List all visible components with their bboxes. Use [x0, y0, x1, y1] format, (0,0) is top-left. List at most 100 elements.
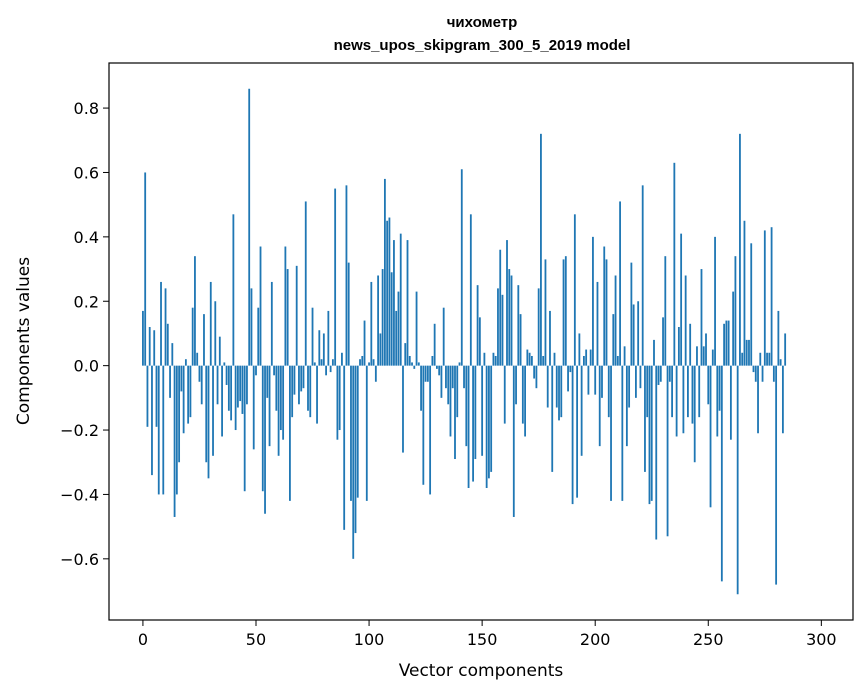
bar-162: [508, 269, 511, 366]
bar-210: [616, 355, 619, 366]
bar-15: [175, 365, 178, 495]
bar-102: [372, 359, 375, 366]
bar-7: [157, 365, 160, 495]
bar-258: [725, 320, 728, 366]
bar-6: [155, 365, 158, 427]
bar-58: [273, 365, 275, 376]
bar-163: [510, 275, 513, 366]
bar-235: [673, 162, 676, 366]
bar-190: [571, 365, 574, 505]
bar-266: [743, 220, 746, 366]
bar-20: [187, 365, 190, 424]
bar-262: [734, 256, 737, 366]
bar-145: [469, 214, 472, 366]
y-tick-label: 0.6: [74, 163, 99, 182]
y-axis-label: Components values: [14, 257, 34, 425]
bar-193: [578, 333, 581, 366]
bar-39: [230, 365, 233, 421]
bar-93: [352, 365, 355, 559]
bar-284: [784, 333, 787, 366]
bar-59: [275, 365, 278, 411]
bar-169: [524, 365, 526, 437]
bar-185: [560, 365, 563, 418]
bar-41: [234, 365, 237, 431]
bar-43: [239, 365, 242, 402]
bar-115: [402, 365, 404, 453]
bar-65: [289, 365, 291, 501]
bar-140: [458, 362, 461, 366]
bar-123: [420, 365, 422, 411]
bar-239: [682, 365, 685, 434]
bar-19: [184, 359, 187, 366]
bar-38: [227, 365, 230, 411]
bar-232: [666, 365, 669, 537]
bar-168: [521, 365, 524, 424]
bar-200: [594, 365, 597, 395]
bar-80: [322, 333, 325, 366]
bar-182: [553, 352, 556, 366]
bar-104: [377, 275, 380, 366]
bar-186: [562, 259, 565, 366]
bar-33: [216, 365, 219, 405]
bar-146: [472, 365, 474, 482]
bar-86: [336, 365, 339, 440]
bar-189: [569, 365, 572, 373]
bar-44: [241, 365, 244, 414]
bar-220: [639, 365, 642, 389]
bar-217: [632, 304, 635, 366]
bar-161: [506, 240, 508, 366]
bar-282: [779, 359, 782, 366]
bar-231: [664, 256, 667, 366]
bar-40: [232, 214, 235, 366]
bar-275: [763, 230, 766, 366]
bar-63: [284, 246, 287, 366]
bar-105: [379, 333, 382, 366]
bar-17: [180, 365, 183, 392]
bar-255: [718, 365, 721, 411]
bar-2: [146, 365, 149, 427]
bar-195: [582, 355, 585, 366]
bar-194: [580, 365, 583, 456]
bar-130: [436, 365, 438, 369]
bar-243: [691, 365, 694, 424]
bar-48: [250, 288, 253, 366]
bar-241: [687, 365, 689, 418]
bar-213: [623, 346, 626, 366]
bar-99: [365, 365, 368, 501]
bar-256: [720, 365, 723, 582]
bar-79: [320, 359, 323, 366]
bar-108: [386, 220, 389, 366]
y-tick-label: −0.2: [60, 421, 99, 440]
bar-224: [648, 365, 651, 505]
bar-110: [390, 272, 393, 366]
bar-236: [675, 365, 678, 437]
bar-9: [162, 365, 165, 495]
bar-259: [727, 320, 730, 366]
y-tick-label: 0.8: [74, 99, 99, 118]
bar-280: [775, 365, 778, 585]
bar-247: [700, 269, 703, 366]
bar-158: [499, 249, 502, 366]
bar-248: [702, 346, 705, 366]
bar-113: [397, 291, 400, 366]
bar-94: [354, 365, 357, 534]
bar-234: [671, 365, 673, 418]
bar-134: [445, 365, 447, 389]
bar-267: [745, 339, 748, 366]
bar-147: [474, 365, 477, 460]
bar-8: [160, 281, 162, 366]
bar-51: [257, 307, 260, 366]
bar-209: [614, 275, 617, 366]
bar-154: [490, 365, 493, 472]
bar-215: [628, 365, 631, 408]
bar-181: [551, 365, 554, 472]
bar-176: [540, 133, 542, 366]
bar-84: [331, 359, 334, 366]
bar-207: [610, 365, 612, 501]
bar-166: [517, 285, 520, 366]
bar-204: [603, 246, 606, 366]
x-tick-label: 300: [806, 630, 837, 649]
bar-125: [424, 365, 427, 382]
bar-246: [698, 365, 701, 418]
bar-160: [503, 365, 506, 424]
